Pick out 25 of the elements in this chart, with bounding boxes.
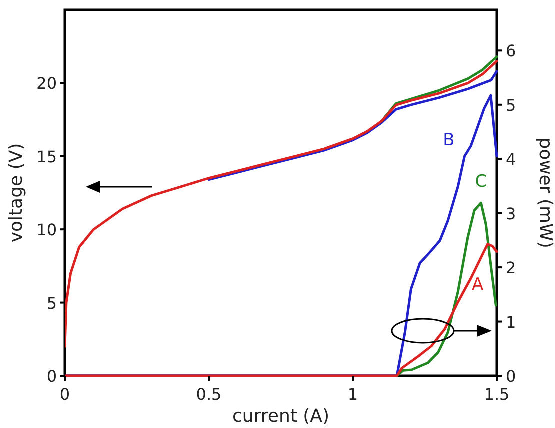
y-tick-label: 20 xyxy=(36,74,57,94)
y2-tick-label: 6 xyxy=(506,42,516,61)
y2-tick-label: 3 xyxy=(506,204,516,224)
series-label: C xyxy=(475,172,488,192)
x-axis-title: current (A) xyxy=(232,406,330,427)
y-tick-label: 5 xyxy=(46,294,57,313)
line-series xyxy=(396,202,498,378)
y2-tick-label: 0 xyxy=(506,367,516,386)
line-series xyxy=(65,242,498,378)
line-series xyxy=(65,60,498,348)
series-label: B xyxy=(443,130,455,151)
series-label: A xyxy=(472,275,484,296)
y2-tick-label: 5 xyxy=(506,96,516,115)
x-tick-label: 0 xyxy=(60,385,70,404)
x-tick-label: 0.5 xyxy=(196,385,222,404)
y-tick-label: 0 xyxy=(46,367,57,386)
y-axis-title: voltage (V) xyxy=(6,143,27,243)
y2-tick-label: 4 xyxy=(506,150,516,170)
x-tick-label: 1.5 xyxy=(484,385,510,404)
y-tick-label: 15 xyxy=(36,147,57,166)
y-tick-label: 10 xyxy=(36,220,57,240)
y2-axis-title: power (mW) xyxy=(535,138,555,248)
y2-tick-label: 2 xyxy=(506,258,516,278)
y2-tick-label: 1 xyxy=(506,312,516,332)
x-tick-label: 1 xyxy=(348,385,358,404)
